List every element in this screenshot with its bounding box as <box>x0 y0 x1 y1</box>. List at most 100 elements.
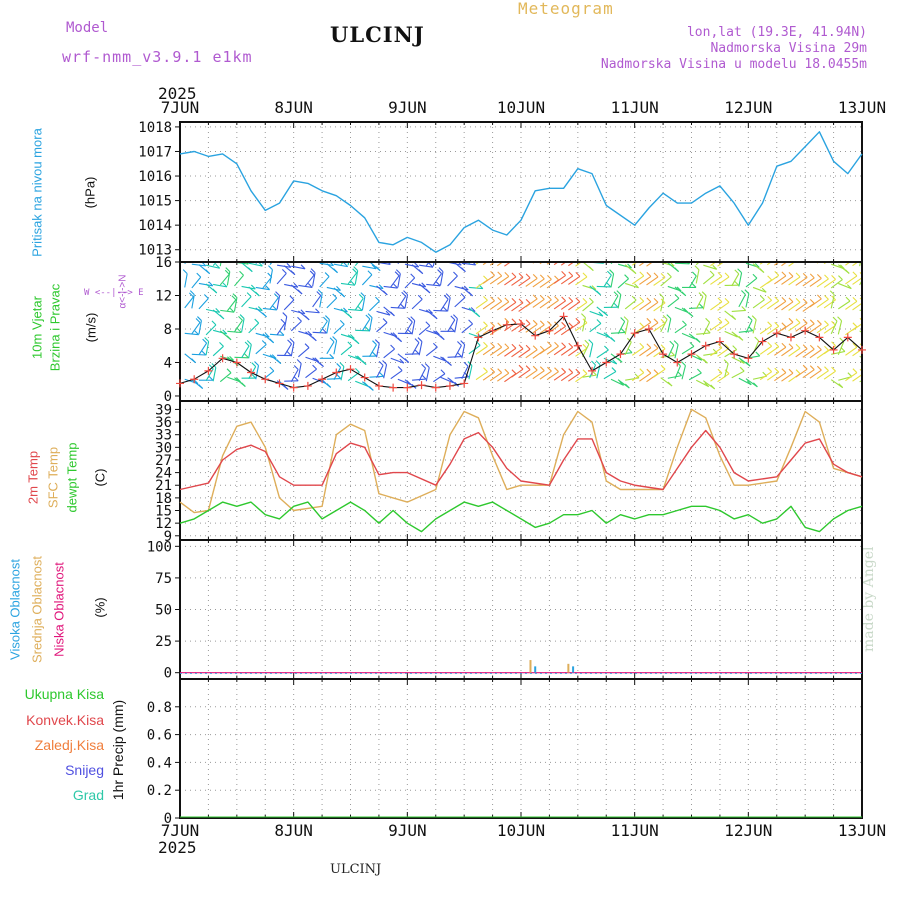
wind-barb <box>378 263 391 265</box>
wind-barb <box>617 321 626 335</box>
wind-barb-flag <box>753 382 758 388</box>
clouds-panel <box>175 540 863 679</box>
wind-barb-flag <box>673 340 679 346</box>
wind-barb <box>461 365 469 379</box>
wind-barb-flag <box>518 298 524 304</box>
wind-barb-flag <box>317 289 323 295</box>
wind-barb-flag <box>360 292 366 298</box>
time-axis-bottom-label: 10JUN <box>497 821 545 840</box>
wind-barb-flag <box>674 267 680 272</box>
wind-barb-flag <box>562 253 566 257</box>
wind-barb <box>433 373 446 383</box>
wind-barb-flag <box>646 343 652 349</box>
wind-barb-flag <box>617 250 621 254</box>
wind-barb <box>845 275 858 285</box>
wind-barb <box>795 368 808 378</box>
wind-barb <box>361 296 366 311</box>
wind-barb <box>369 375 384 378</box>
precip-ytick-label: 0.4 <box>147 755 172 771</box>
wind-barb <box>738 377 752 386</box>
wind-barb <box>361 274 373 286</box>
wind-barb <box>845 300 858 310</box>
wind-barb <box>837 341 845 355</box>
wind-barb <box>276 322 286 336</box>
time-axis-top-label: 13JUN <box>838 98 886 117</box>
wind-barb <box>298 347 310 358</box>
wind-barb-flag <box>257 306 263 311</box>
wind-barb-flag <box>601 247 605 251</box>
wind-barb <box>781 275 794 285</box>
wind-barb-flag <box>329 337 335 343</box>
wind-barb-flag <box>859 343 861 346</box>
wind-barb-flag <box>568 271 574 277</box>
wind-barb <box>319 276 330 288</box>
wind-barb-flag <box>674 293 680 299</box>
wind-barb-flag <box>724 343 730 349</box>
wind-barb <box>738 330 753 333</box>
wind-barb-flag <box>197 316 202 321</box>
wind-barb-flag <box>532 294 538 300</box>
wind-barb-flag <box>195 318 201 323</box>
wind-barb <box>348 308 363 312</box>
wind-barb-flag <box>575 297 581 303</box>
wind-barb <box>525 349 538 359</box>
wind-barb <box>298 284 313 289</box>
wind-barb-flag <box>661 250 665 254</box>
wind-barb <box>766 300 780 310</box>
time-axis-bottom-label: 9JUN <box>388 821 427 840</box>
wind-barb-flag <box>582 369 588 375</box>
wind-barb-flag <box>752 273 758 279</box>
wind-barb-flag <box>468 319 473 325</box>
wind-barb <box>696 332 711 335</box>
wind-barb-flag <box>304 244 308 248</box>
wind-barb-flag <box>533 251 537 255</box>
wind-gust-marker <box>801 326 810 335</box>
wind-barb <box>482 371 495 381</box>
wind-barb-flag <box>781 322 787 328</box>
wind-barb-flag <box>639 271 645 277</box>
wind-barb-flag <box>646 368 652 374</box>
wind-gust-marker <box>502 320 511 329</box>
wind-barb <box>290 369 299 382</box>
wind-gust-marker <box>289 383 298 392</box>
wind-barb-flag <box>371 351 377 357</box>
wind-barb-flag <box>511 343 517 349</box>
wind-barb-flag <box>710 384 716 390</box>
wind-barb-flag <box>662 315 668 320</box>
wind-barb <box>575 301 588 311</box>
wind-barb <box>532 278 545 288</box>
wind-barb-flag <box>450 326 455 332</box>
wind-barb-flag <box>463 285 469 291</box>
wind-barb-flag <box>610 337 616 342</box>
wind-barb-flag <box>705 328 711 334</box>
wind-barb-flag <box>539 366 545 372</box>
wind-barb-flag <box>659 293 664 299</box>
wind-barb <box>298 251 307 262</box>
wind-barb-flag <box>568 342 574 348</box>
pressure-ytick-label: 1018 <box>138 120 172 136</box>
wind-barb-flag <box>483 252 487 256</box>
wind-barb <box>688 275 697 289</box>
wind-barb-flag <box>304 315 310 321</box>
wind-barb <box>546 345 559 355</box>
wind-barb <box>411 298 423 310</box>
wind-barb-flag <box>732 345 738 350</box>
wind-barb <box>624 341 632 356</box>
wind-barb-flag <box>246 263 249 265</box>
wind-barb-flag <box>525 344 531 350</box>
wind-barb-flag <box>653 318 659 324</box>
wind-barb-flag <box>297 316 302 322</box>
wind-barb <box>610 295 619 309</box>
wind-barb-flag <box>666 314 672 320</box>
wind-barb-flag <box>712 264 718 270</box>
wind-barb <box>397 295 407 309</box>
wind-barb <box>667 297 680 308</box>
wind-barb <box>702 295 707 310</box>
wind-barb-flag <box>774 271 780 276</box>
wind-barb-flag <box>300 309 306 315</box>
wind-barb-flag <box>624 274 629 280</box>
wind-barb-flag <box>504 272 510 277</box>
wind-barb-flag <box>525 273 531 279</box>
wind-barb-flag <box>372 340 377 346</box>
wind-gust-marker <box>843 333 852 342</box>
